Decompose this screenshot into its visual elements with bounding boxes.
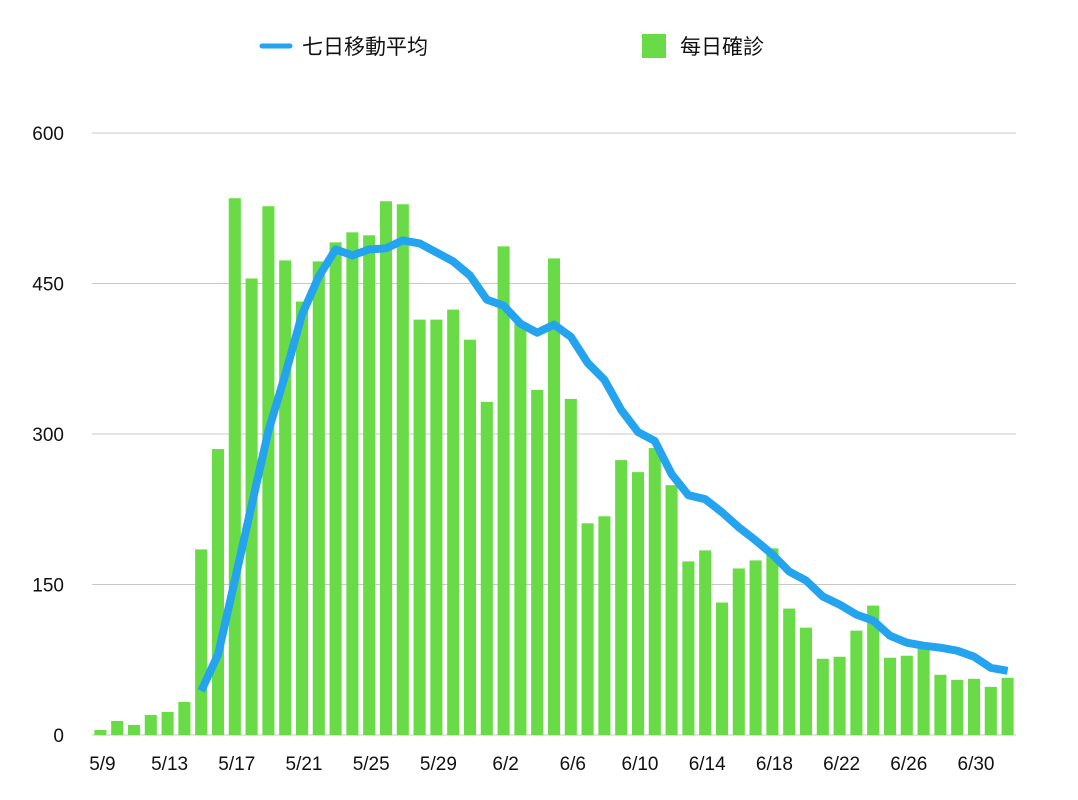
bar-6-16 [732,568,745,735]
y-axis: 0 150 300 450 600 [32,124,64,747]
y-tick-label: 300 [32,425,64,446]
x-tick-label: 6/18 [756,754,793,775]
bar-5-25 [363,235,376,735]
legend-label-moving-average: 七日移動平均 [302,35,428,59]
bar-5-27 [396,204,409,735]
bar-7-2 [1001,677,1014,735]
bar-6-27 [917,647,930,735]
bar-5-15 [195,549,208,735]
y-tick-label: 0 [53,726,64,747]
x-tick-label: 6/26 [890,754,927,775]
x-tick-label: 5/17 [218,754,255,775]
x-tick-label: 5/21 [286,754,323,775]
bar-6-22 [833,656,846,735]
bar-5-9 [94,729,107,735]
x-axis: 5/9 5/13 5/17 5/21 5/25 5/29 6/2 6/6 6/10 6/14 6/1… [89,754,994,775]
bar-6-23 [850,630,863,735]
bar-6-8 [598,516,611,735]
bar-5-10 [111,720,124,735]
x-tick-label: 5/13 [151,754,188,775]
bar-5-20 [279,260,292,735]
bar-6-29 [951,679,964,735]
legend-label-daily-cases: 每日確診 [680,35,764,59]
bar-5-16 [211,449,225,735]
bar-5-26 [379,201,393,735]
bar-5-22 [312,261,325,735]
x-tick-label: 6/2 [492,754,518,775]
bar-5-12 [144,714,157,735]
bar-6-10 [631,472,645,735]
bar-5-14 [178,701,191,735]
bar-6-6 [564,398,577,735]
y-tick-label: 450 [32,275,64,296]
bar-5-13 [161,711,174,735]
y-tick-label: 150 [32,576,64,597]
bar-6-4 [531,389,544,735]
bar-6-26 [900,655,913,735]
bar-5-24 [346,232,359,735]
bar-6-7 [581,523,594,735]
bar-6-3 [514,323,527,735]
bar-6-21 [816,658,829,735]
legend-bar-swatch [642,34,666,58]
bar-6-17 [749,560,762,735]
x-tick-label: 5/29 [420,754,457,775]
bar-5-11 [127,724,141,735]
x-tick-label: 6/30 [958,754,995,775]
bar-6-30 [967,678,981,735]
x-tick-label: 5/25 [353,754,390,775]
bar-5-17 [228,198,241,735]
bar-6-25 [883,657,897,735]
y-tick-label: 600 [32,124,64,145]
bar-5-21 [295,301,309,735]
x-tick-label: 6/14 [689,754,726,775]
bar-6-5 [547,258,561,735]
legend: 七日移動平均 每日確診 [259,34,764,59]
x-tick-label: 6/22 [823,754,860,775]
bar-6-13 [682,561,695,735]
bar-5-31 [463,339,477,735]
bar-6-2 [497,246,510,736]
moving-average-line [197,236,1009,693]
bar-6-12 [665,485,678,735]
bar-6-24 [867,605,880,735]
bar-7-1 [984,686,997,735]
x-tick-label: 6/10 [622,754,659,775]
bar-6-1 [480,401,493,735]
bar-5-28 [413,319,426,735]
bar-5-23 [329,242,342,735]
bar-5-29 [430,319,443,735]
bar-6-19 [783,608,796,735]
moving-average-line-group [197,236,1009,693]
bar-6-20 [799,627,813,735]
bar-5-19 [262,206,275,735]
bars [94,198,1014,736]
bar-6-15 [715,602,729,735]
bar-6-11 [648,448,661,735]
bar-5-30 [447,309,460,735]
bar-6-9 [615,460,628,735]
bar-6-14 [699,550,712,735]
bar-6-28 [934,674,947,735]
x-tick-label: 6/6 [560,754,586,775]
bar-6-18 [766,548,779,735]
x-tick-label: 5/9 [89,754,115,775]
